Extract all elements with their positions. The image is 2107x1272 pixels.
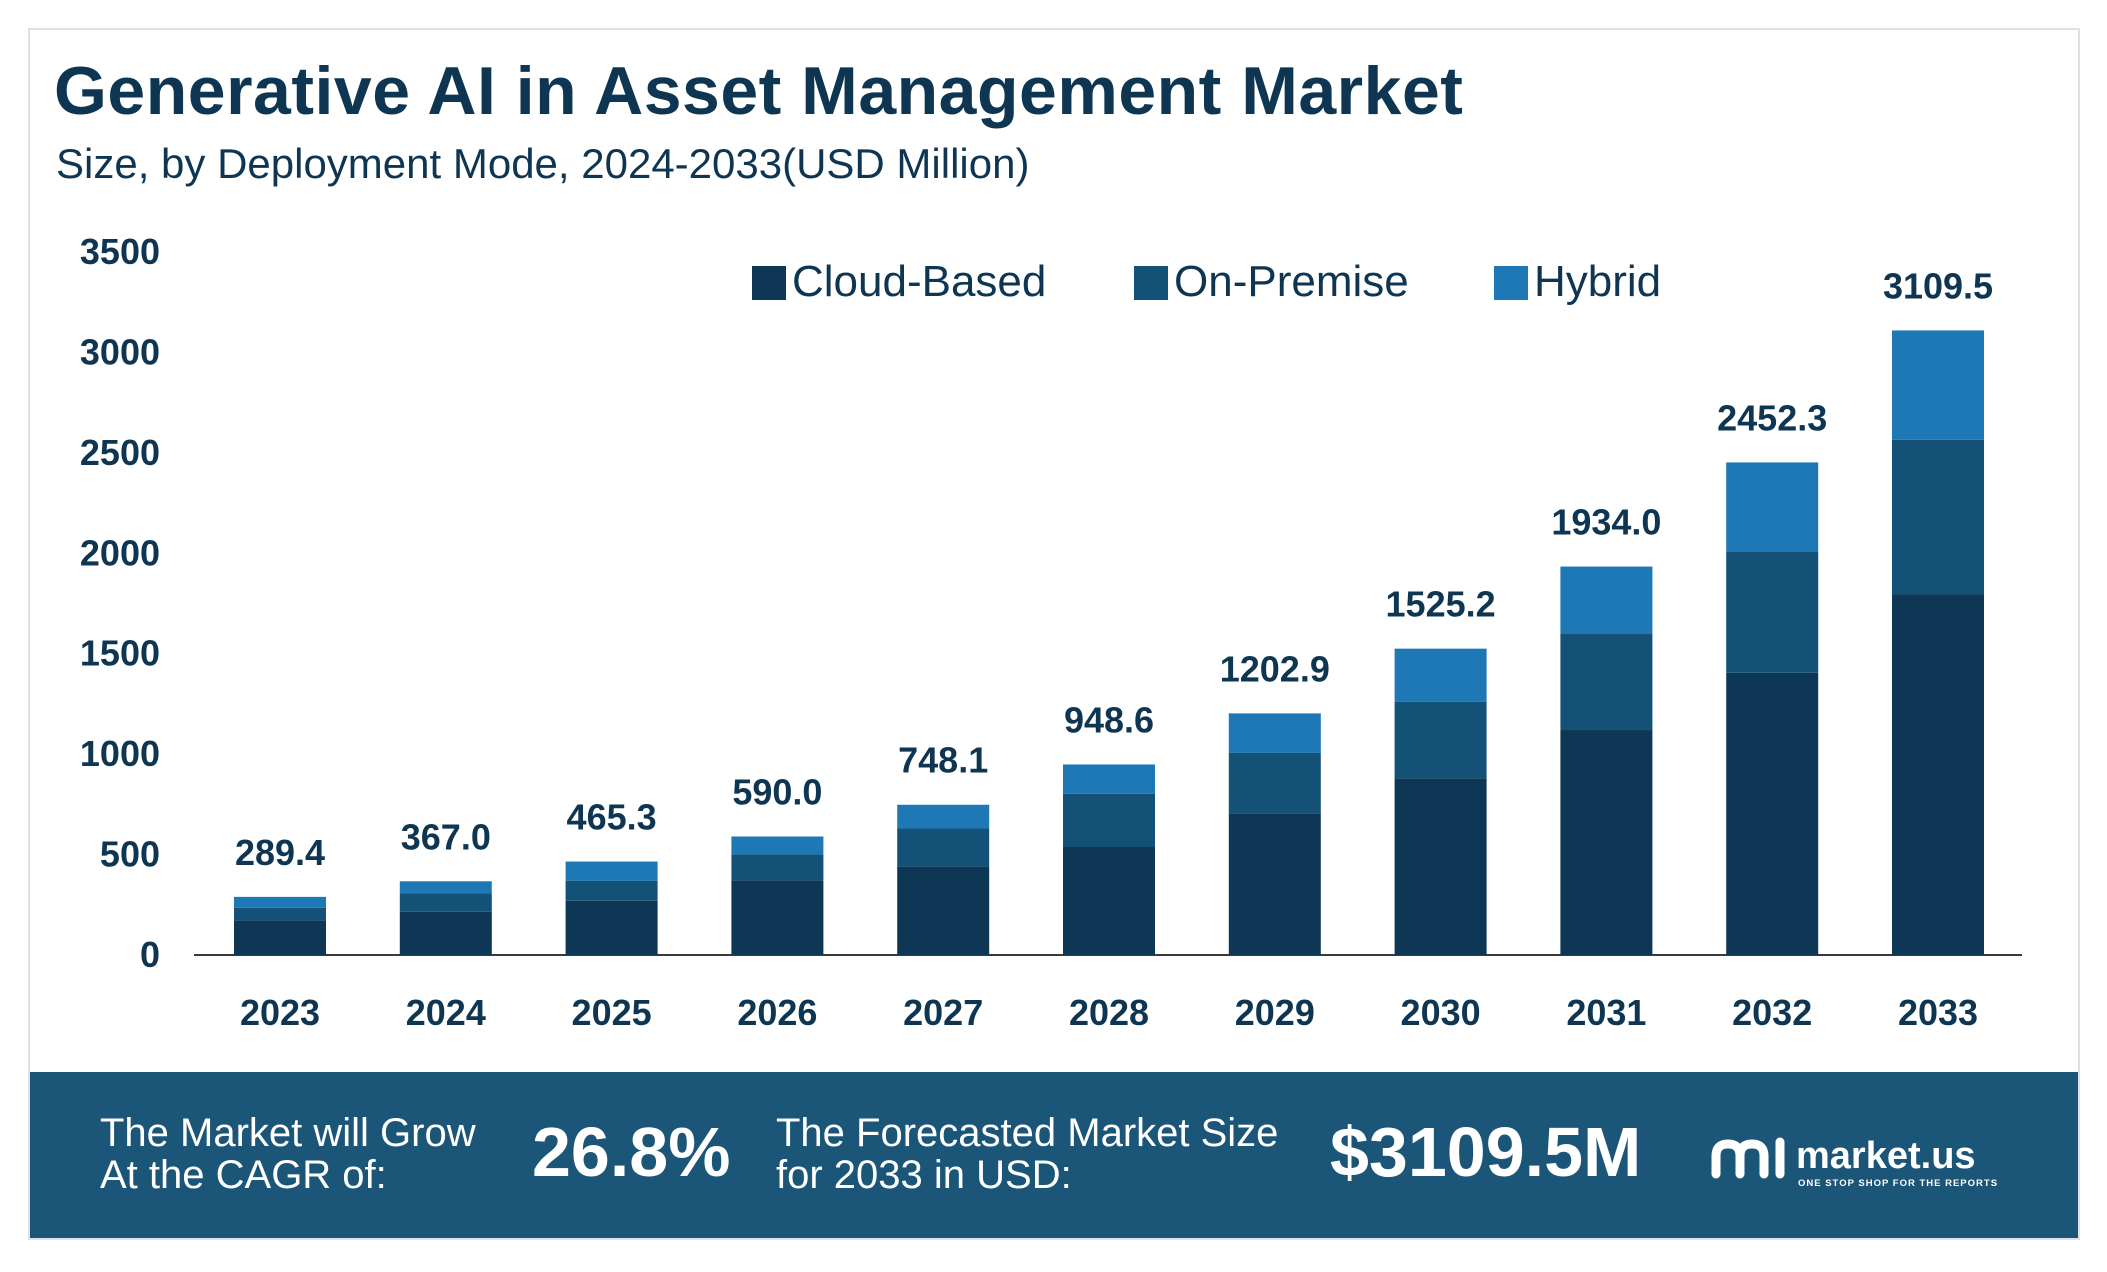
bar-on-premise-2029 <box>1228 752 1321 814</box>
y-tick-label: 3500 <box>80 231 160 272</box>
total-label-2028: 948.6 <box>1064 699 1154 740</box>
x-tick-label-2027: 2027 <box>903 992 983 1033</box>
bar-on-premise-2027 <box>897 828 990 867</box>
legend-swatch-0 <box>752 266 786 300</box>
bar-chart: 0 500 1000 1500 2000 2500 3000 3500 289.4 2023 367… <box>80 231 2022 1033</box>
x-tick-label-2032: 2032 <box>1732 992 1812 1033</box>
bar-cloud-based-2028 <box>1063 846 1155 955</box>
x-tick-label-2030: 2030 <box>1401 992 1481 1033</box>
forecast-label-line2: for 2033 in USD: <box>776 1153 1072 1197</box>
chart-subtitle: Size, by Deployment Mode, 2024-2033(USD … <box>56 140 1030 187</box>
legend-label-2: Hybrid <box>1534 257 1661 306</box>
bar-hybrid-2026 <box>731 836 824 855</box>
legend-label-1: On-Premise <box>1174 257 1409 306</box>
y-tick-label: 3000 <box>80 331 160 372</box>
total-label-2025: 465.3 <box>567 797 657 838</box>
x-tick-label-2029: 2029 <box>1235 992 1315 1033</box>
bar-on-premise-2031 <box>1560 634 1653 731</box>
x-tick-label-2028: 2028 <box>1069 992 1149 1033</box>
total-label-2024: 367.0 <box>401 816 491 857</box>
total-label-2032: 2452.3 <box>1717 397 1827 438</box>
total-label-2033: 3109.5 <box>1883 265 1993 306</box>
total-label-2029: 1202.9 <box>1220 648 1330 689</box>
total-label-2031: 1934.0 <box>1551 502 1661 543</box>
bar-cloud-based-2031 <box>1560 730 1653 955</box>
bar-on-premise-2023 <box>234 907 326 921</box>
forecast-label-line1: The Forecasted Market Size <box>776 1111 1279 1155</box>
total-label-2026: 590.0 <box>732 771 822 812</box>
y-tick-label: 500 <box>100 834 160 875</box>
legend-label-0: Cloud-Based <box>792 257 1046 306</box>
cagr-label-line2: At the CAGR of: <box>100 1153 387 1197</box>
bar-on-premise-2025 <box>565 880 658 901</box>
bar-hybrid-2030 <box>1394 648 1487 702</box>
x-tick-label-2031: 2031 <box>1566 992 1646 1033</box>
legend-swatch-2 <box>1494 266 1528 300</box>
total-label-2023: 289.4 <box>235 832 325 873</box>
x-tick-label-2026: 2026 <box>737 992 817 1033</box>
bar-cloud-based-2030 <box>1394 778 1487 955</box>
bar-cloud-based-2025 <box>565 900 658 955</box>
bar-on-premise-2026 <box>731 854 824 881</box>
y-tick-label: 2000 <box>80 532 160 573</box>
market-us-logo: market.us ONE STOP SHOP FOR THE REPORTS <box>1708 1130 2018 1190</box>
x-tick-label-2033: 2033 <box>1898 992 1978 1033</box>
total-label-2030: 1525.2 <box>1386 584 1496 625</box>
bar-cloud-based-2024 <box>399 911 492 955</box>
market-us-logo-icon: market.us ONE STOP SHOP FOR THE REPORTS <box>1711 1135 1998 1189</box>
legend-swatch-1 <box>1134 266 1168 300</box>
logo-tagline: ONE STOP SHOP FOR THE REPORTS <box>1798 1178 1998 1189</box>
bar-hybrid-2031 <box>1560 566 1653 635</box>
x-tick-label-2023: 2023 <box>240 992 320 1033</box>
bar-cloud-based-2029 <box>1228 813 1321 955</box>
y-tick-label: 1500 <box>80 633 160 674</box>
bar-on-premise-2030 <box>1394 701 1487 779</box>
bar-on-premise-2028 <box>1063 793 1155 847</box>
logo-wordmark: market.us <box>1796 1135 1976 1177</box>
y-tick-label: 1000 <box>80 733 160 774</box>
bar-hybrid-2027 <box>897 804 990 829</box>
y-tick-label: 0 <box>140 934 160 975</box>
total-label-2027: 748.1 <box>898 740 988 781</box>
x-tick-label-2025: 2025 <box>572 992 652 1033</box>
bar-hybrid-2029 <box>1228 713 1321 753</box>
cagr-label-line1: The Market will Grow <box>100 1111 476 1155</box>
bar-on-premise-2024 <box>399 893 492 912</box>
bar-hybrid-2028 <box>1063 764 1155 794</box>
bar-cloud-based-2032 <box>1726 672 1819 955</box>
chart-title: Generative AI in Asset Management Market <box>54 53 1464 129</box>
bar-hybrid-2025 <box>565 861 658 881</box>
y-tick-label: 2500 <box>80 432 160 473</box>
bar-cloud-based-2023 <box>234 920 326 955</box>
bar-cloud-based-2027 <box>897 866 990 955</box>
bar-cloud-based-2033 <box>1892 594 1984 955</box>
bar-on-premise-2033 <box>1892 439 1984 595</box>
bar-on-premise-2032 <box>1726 551 1819 673</box>
bar-hybrid-2024 <box>399 881 492 894</box>
bar-hybrid-2033 <box>1892 330 1984 440</box>
forecast-value: $3109.5M <box>1330 1113 1642 1191</box>
bar-hybrid-2032 <box>1726 462 1819 552</box>
bar-hybrid-2023 <box>234 896 326 908</box>
cagr-value: 26.8% <box>532 1113 731 1191</box>
bar-cloud-based-2026 <box>731 880 824 955</box>
x-tick-label-2024: 2024 <box>406 992 486 1033</box>
